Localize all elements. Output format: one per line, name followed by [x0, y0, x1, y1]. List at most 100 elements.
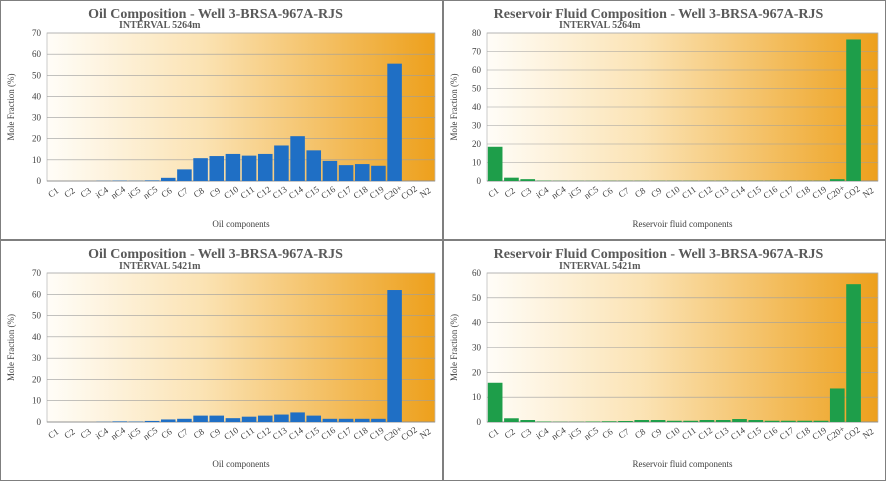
y-tick-label: 70 [32, 28, 42, 38]
x-tick-label: CO2 [399, 184, 419, 202]
x-tick-label: C6 [159, 185, 174, 200]
chart-title: Reservoir Fluid Composition - Well 3-BRS… [494, 247, 824, 262]
bar-c11 [683, 420, 698, 422]
x-tick-label: nC4 [109, 184, 127, 201]
reservoir-fluid-composition-5421-chart: Reservoir Fluid Composition - Well 3-BRS… [449, 247, 879, 469]
bar-c6 [160, 419, 176, 422]
x-tick-label: C6 [159, 426, 174, 441]
x-tick-label: C8 [192, 185, 207, 200]
bar-c18 [354, 418, 370, 422]
x-tick-label: nC5 [582, 184, 600, 201]
x-tick-label: C2 [62, 185, 76, 199]
y-tick-label: 50 [32, 70, 42, 80]
x-tick-label: C9 [649, 185, 664, 200]
bar-c8 [193, 158, 208, 181]
chart-panel-oil-5264: Oil Composition - Well 3-BRSA-967A-RJS IN… [0, 0, 443, 240]
x-tick-label: C3 [79, 426, 94, 441]
bar-c17 [338, 418, 354, 422]
bar-c7 [618, 421, 633, 422]
bar-c8 [193, 415, 208, 422]
bar-c14 [732, 419, 747, 422]
bar-c9 [209, 415, 225, 422]
y-tick-label: 30 [472, 343, 482, 353]
chart-panel-oil-5421: Oil Composition - Well 3-BRSA-967A-RJS IN… [0, 240, 443, 481]
y-tick-label: 40 [32, 332, 42, 342]
bar-c20plus [829, 388, 845, 422]
oil-composition-5264-chart: Oil Composition - Well 3-BRSA-967A-RJSIN… [6, 7, 436, 229]
x-tick-label: C1 [46, 185, 60, 199]
y-tick-label: 50 [32, 311, 42, 321]
x-tick-label: C7 [176, 185, 191, 200]
x-tick-label: C6 [600, 185, 615, 200]
x-tick-label: C9 [208, 185, 223, 200]
bar-c13 [274, 414, 289, 422]
bar-c11 [241, 155, 257, 181]
bar-c15 [306, 150, 322, 181]
x-tick-label: C1 [486, 185, 500, 199]
bar-c10 [225, 153, 241, 181]
y-tick-label: 30 [32, 113, 42, 123]
y-axis-label: Mole Fraction (%) [6, 314, 16, 381]
x-tick-label: nC4 [550, 184, 568, 201]
x-axis-label: Oil components [212, 459, 270, 469]
y-tick-label: 70 [32, 268, 42, 278]
x-tick-label: CO2 [399, 425, 419, 443]
bar-c10 [667, 420, 682, 422]
bar-co2 [846, 39, 861, 181]
bar-c18 [354, 164, 370, 181]
y-tick-label: 60 [472, 65, 482, 75]
y-tick-label: 70 [472, 47, 482, 57]
x-tick-label: N2 [418, 426, 433, 441]
x-tick-label: nC4 [109, 425, 127, 442]
x-tick-label: C9 [208, 426, 223, 441]
bar-c16 [322, 418, 338, 422]
bar-c9 [650, 420, 666, 422]
bar-c14 [290, 412, 305, 422]
chart-title: Reservoir Fluid Composition - Well 3-BRS… [494, 7, 824, 22]
bar-c14 [290, 136, 305, 181]
x-tick-label: nC5 [582, 425, 600, 442]
y-tick-label: 60 [32, 289, 42, 299]
x-tick-label: CO2 [842, 425, 862, 443]
x-tick-label: C7 [617, 426, 632, 441]
x-tick-label: C2 [62, 426, 76, 440]
bar-c6 [160, 177, 176, 181]
y-tick-label: 20 [32, 134, 42, 144]
bar-c8 [634, 420, 650, 422]
y-tick-label: 20 [472, 139, 482, 149]
x-tick-label: C7 [617, 185, 632, 200]
x-axis-label: Oil components [212, 219, 270, 229]
bar-c3 [520, 179, 536, 181]
y-tick-label: 0 [477, 176, 482, 186]
x-tick-label: N2 [861, 426, 876, 441]
chart-title: Oil Composition - Well 3-BRSA-967A-RJS [88, 7, 343, 22]
y-tick-label: 10 [32, 396, 42, 406]
bar-nc4 [112, 421, 128, 422]
y-tick-label: 20 [32, 374, 42, 384]
bar-c2 [504, 177, 519, 181]
chart-subtitle: INTERVAL 5421m [119, 261, 201, 272]
x-tick-label: nC5 [141, 184, 159, 201]
y-tick-label: 50 [472, 84, 482, 94]
y-tick-label: 20 [472, 367, 482, 377]
x-tick-label: C7 [176, 426, 191, 441]
bar-c13 [715, 420, 731, 422]
bar-c12 [699, 420, 715, 422]
bar-c11 [241, 416, 257, 422]
y-tick-label: 40 [472, 318, 482, 328]
bar-c10 [225, 418, 241, 422]
y-tick-label: 10 [472, 158, 482, 168]
chart-subtitle: INTERVAL 5264m [119, 20, 201, 31]
bar-c3 [520, 420, 536, 422]
chart-subtitle: INTERVAL 5421m [559, 261, 641, 272]
y-tick-label: 0 [477, 417, 482, 427]
bar-c6 [601, 421, 617, 422]
bar-nc5 [144, 180, 160, 181]
x-tick-label: N2 [861, 185, 876, 200]
x-tick-label: C9 [649, 426, 664, 441]
bar-c19 [371, 418, 386, 422]
y-axis-label: Mole Fraction (%) [449, 314, 459, 381]
bar-c19 [813, 420, 829, 422]
x-tick-label: C8 [192, 426, 207, 441]
reservoir-fluid-composition-5264-chart: Reservoir Fluid Composition - Well 3-BRS… [449, 7, 879, 229]
